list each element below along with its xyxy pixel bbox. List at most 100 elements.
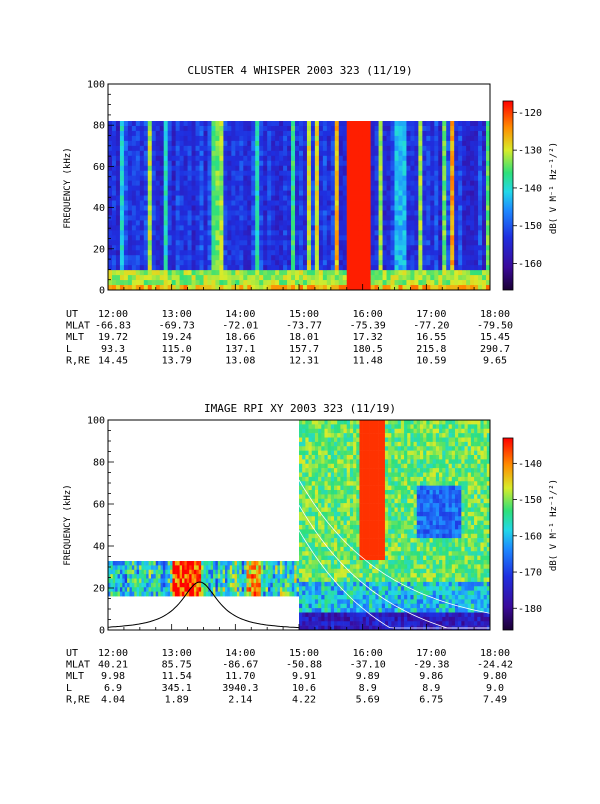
- spectrogram-cell: [353, 420, 356, 425]
- spectrogram-cell: [247, 250, 251, 255]
- spectrogram-cell: [302, 473, 305, 478]
- spectrogram-cell: [474, 250, 478, 255]
- spectrogram-cell: [383, 161, 387, 166]
- spectrogram-cell: [242, 583, 245, 588]
- spectrogram-cell: [371, 260, 375, 265]
- spectrogram-cell: [220, 587, 223, 592]
- spectrogram-cell: [187, 570, 190, 575]
- spectrogram-cell: [132, 191, 136, 196]
- spectrogram-cell: [129, 574, 132, 579]
- spectrogram-cell: [291, 220, 295, 225]
- colorbar: -120-130-140-150-160 dB( V M⁻¹ Hz⁻¹/²): [503, 101, 559, 290]
- spectrogram-cluster: [108, 121, 490, 290]
- spectrogram-cell: [196, 161, 200, 166]
- spectrogram-cell: [263, 245, 267, 250]
- spectrogram-cell: [334, 534, 337, 539]
- spectrogram-cell: [152, 176, 156, 181]
- spectrogram-cell: [112, 250, 116, 255]
- spectrogram-cell: [356, 595, 359, 600]
- spectrogram-cell: [323, 191, 327, 196]
- spectrogram-cell: [402, 181, 406, 186]
- spectrogram-cell: [247, 201, 251, 206]
- spectrogram-cell: [227, 141, 231, 146]
- spectrogram-cell: [227, 146, 231, 151]
- spectrogram-cell: [116, 196, 120, 201]
- spectrogram-cell: [192, 587, 195, 592]
- spectrogram-cell: [231, 235, 235, 240]
- spectrogram-cell: [239, 196, 243, 201]
- spectrogram-cell: [148, 270, 152, 275]
- spectrogram-cell: [168, 275, 172, 280]
- spectrogram-cell: [291, 210, 295, 215]
- spectrogram-cell: [255, 176, 259, 181]
- spectrogram-cell: [337, 569, 340, 574]
- spectrogram-cell: [184, 141, 188, 146]
- spectrogram-cell: [383, 206, 387, 211]
- spectrogram-cell: [339, 206, 343, 211]
- spectrogram-cell: [355, 161, 359, 166]
- spectrogram-cell: [168, 245, 172, 250]
- spectrogram-cell: [172, 131, 176, 136]
- spectrogram-cell: [188, 146, 192, 151]
- spectrogram-cell: [410, 215, 414, 220]
- spectrogram-cell: [263, 166, 267, 171]
- spectrogram-cell: [334, 573, 337, 578]
- spectrogram-cell: [337, 451, 340, 456]
- spectrogram-cell: [270, 579, 273, 584]
- spectrogram-cell: [275, 230, 279, 235]
- spectrogram-cell: [331, 604, 334, 609]
- spectrogram-cell: [152, 151, 156, 156]
- spectrogram-cell: [312, 508, 315, 513]
- spectrogram-cell: [350, 477, 353, 482]
- spectrogram-cell: [305, 508, 308, 513]
- spectrogram-cell: [321, 617, 324, 622]
- spectrogram-cell: [482, 245, 486, 250]
- spectrogram-cell: [331, 521, 334, 526]
- spectrogram-cell: [375, 240, 379, 245]
- spectrogram-cell: [283, 166, 287, 171]
- spectrogram-cell: [387, 151, 391, 156]
- spectrogram-cell: [255, 131, 259, 136]
- spectrogram-cell: [211, 141, 215, 146]
- spectrogram-cell: [359, 538, 362, 543]
- spectrogram-cell: [239, 181, 243, 186]
- spectrogram-cell: [315, 141, 319, 146]
- spectrogram-cell: [414, 196, 418, 201]
- spectrogram-cell: [462, 136, 466, 141]
- spectrogram-cell: [180, 240, 184, 245]
- spectrogram-cell: [312, 556, 315, 561]
- spectrogram-cell: [340, 512, 343, 517]
- spectrogram-cell: [454, 250, 458, 255]
- spectrogram-cell: [196, 191, 200, 196]
- spectrogram-cell: [160, 275, 164, 280]
- spectrogram-cell: [283, 191, 287, 196]
- spectrogram-cell: [246, 587, 249, 592]
- spectrogram-cell: [125, 592, 128, 597]
- spectrogram-cell: [132, 250, 136, 255]
- spectrogram-cell: [196, 275, 200, 280]
- spectrogram-cell: [398, 250, 402, 255]
- spectrogram-cell: [305, 481, 308, 486]
- spectrogram-cell: [128, 186, 132, 191]
- spectrogram-cell: [112, 240, 116, 245]
- spectrogram-cell: [144, 240, 148, 245]
- spectrogram-cell: [375, 225, 379, 230]
- spectrogram-cell: [387, 156, 391, 161]
- spectrogram-cell: [344, 477, 347, 482]
- spectrogram-cell: [235, 245, 239, 250]
- spectrogram-cell: [192, 131, 196, 136]
- spectrogram-cell: [172, 186, 176, 191]
- spectrogram-cell: [379, 260, 383, 265]
- spectrogram-cell: [192, 166, 196, 171]
- spectrogram-cell: [239, 146, 243, 151]
- spectrogram-cell: [398, 141, 402, 146]
- spectrogram-cell: [255, 161, 259, 166]
- spectrogram-cell: [315, 420, 318, 425]
- spectrogram-cell: [319, 186, 323, 191]
- spectrogram-cell: [359, 220, 363, 225]
- spectrogram-cell: [367, 201, 371, 206]
- spectrogram-cell: [302, 613, 305, 618]
- spectrogram-cell: [299, 181, 303, 186]
- spectrogram-cell: [227, 121, 231, 126]
- spectrogram-cell: [353, 433, 356, 438]
